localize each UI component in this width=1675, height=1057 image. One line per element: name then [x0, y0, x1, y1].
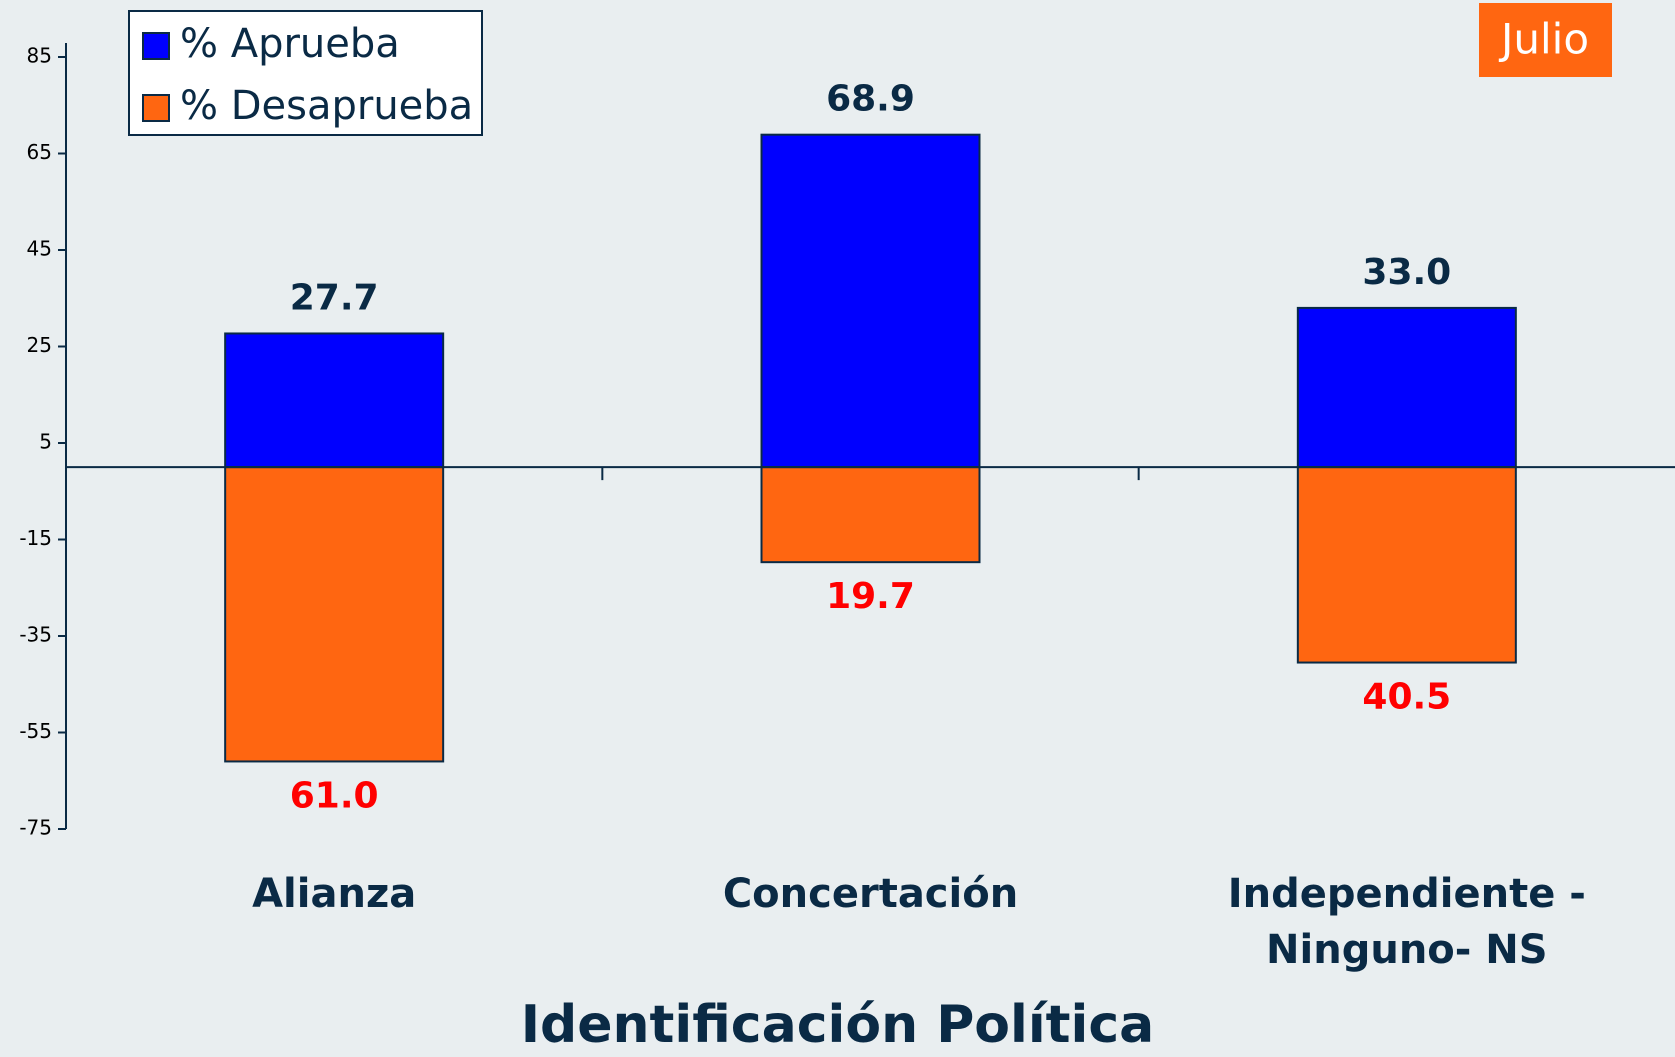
bar	[1296, 466, 1517, 664]
data-label: 33.0	[1362, 252, 1451, 293]
y-tick-label: -15	[19, 526, 52, 550]
bar	[760, 466, 981, 564]
bar	[1296, 306, 1517, 469]
data-label: 40.5	[1362, 677, 1451, 718]
legend-label: % Aprueba	[180, 21, 400, 67]
badge-box	[1479, 3, 1612, 77]
y-tick-label: -35	[19, 623, 52, 647]
data-label: 68.9	[826, 79, 915, 120]
x-tick-label: Concertación	[722, 871, 1019, 917]
legend-label: % Desaprueba	[180, 83, 473, 129]
y-tick-label: 25	[27, 333, 52, 357]
y-tick-label: -75	[19, 816, 52, 840]
data-label: 19.7	[826, 576, 915, 617]
data-label: 61.0	[290, 775, 379, 816]
bar	[224, 466, 445, 763]
y-tick-label: -55	[19, 719, 52, 743]
y-tick-label: 5	[39, 430, 52, 454]
legend-swatch	[142, 32, 170, 60]
y-tick-label: 85	[27, 44, 52, 68]
y-tick-label: 45	[27, 237, 52, 261]
legend-box	[128, 10, 483, 136]
y-tick-label: 65	[27, 140, 52, 164]
bar	[224, 332, 445, 469]
legend-swatch	[142, 94, 170, 122]
x-tick-label: Alianza	[252, 871, 417, 917]
badge-label: Julio	[1498, 15, 1589, 64]
x-tick-label: Independiente - Ninguno- NS	[1227, 871, 1586, 973]
bar	[760, 133, 981, 469]
data-label: 27.7	[290, 277, 379, 318]
x-axis-title: Identificación Política	[520, 995, 1155, 1055]
